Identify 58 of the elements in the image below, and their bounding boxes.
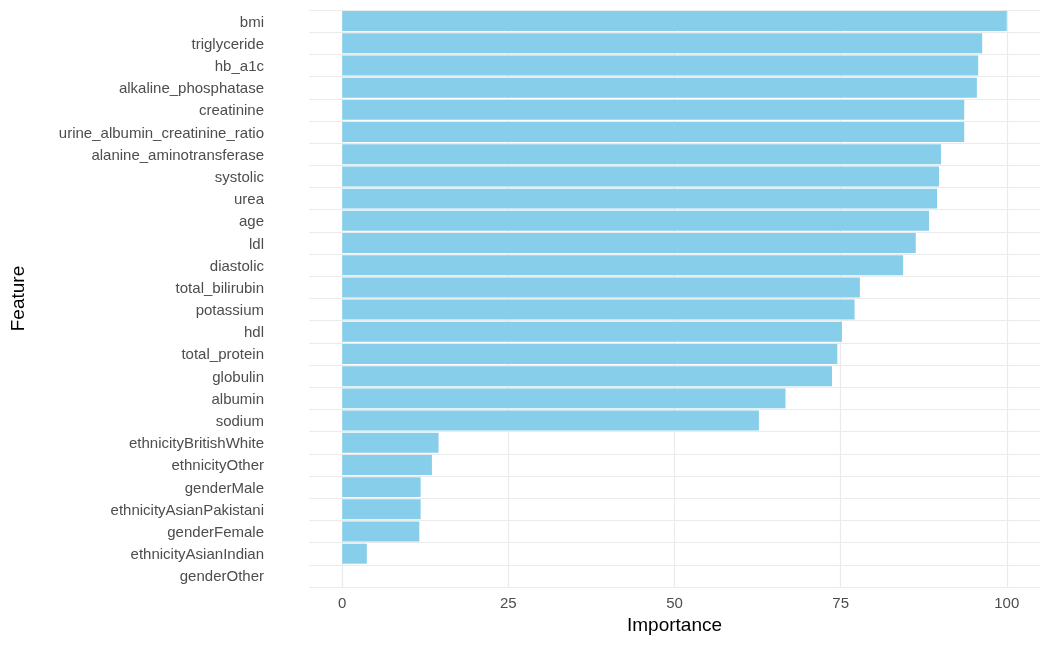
y-tick-label: age [238,212,264,230]
bar [342,410,759,431]
bar [342,144,941,165]
x-tick-label: 25 [500,594,517,611]
bar [342,255,904,276]
bar [342,277,860,298]
y-tick-label: alkaline_phosphatase [118,79,264,97]
bar [342,499,421,520]
bar [342,477,421,498]
bar [342,521,420,542]
y-tick-label: sodium [215,412,264,430]
bar [342,166,939,187]
bar [342,321,842,342]
bar [342,299,855,320]
y-tick-label: hdl [243,323,264,341]
bar [342,210,930,231]
y-tick-label: ldl [248,234,264,252]
bar [342,33,983,54]
bar [342,432,439,453]
bar [342,55,979,76]
y-tick-label: genderMale [184,478,264,496]
y-tick-label: globulin [212,367,264,385]
y-tick-label: total_protein [181,345,264,363]
bar [342,122,965,143]
x-axis-title: Importance [626,614,723,635]
y-tick-label: ethnicityOther [171,456,264,474]
y-tick-label: ethnicityAsianPakistani [110,500,264,518]
y-tick-label: albumin [211,389,264,407]
y-tick-label: ethnicityBritishWhite [128,434,264,452]
bar [342,388,786,409]
bar [342,343,838,364]
y-axis-title: Feature [7,265,28,332]
x-tick-label: 0 [338,594,347,611]
x-tick-label: 100 [994,594,1020,611]
bar [342,543,367,564]
y-tick-label: potassium [195,301,264,319]
y-tick-label: systolic [214,167,265,185]
y-tick-label: urine_albumin_creatinine_ratio [58,123,264,141]
y-tick-label: total_bilirubin [175,278,264,296]
y-tick-label: creatinine [198,101,264,119]
x-tick-label: 50 [666,594,683,611]
bar [342,366,832,387]
bar [342,233,916,254]
y-tick-label: diastolic [209,256,265,274]
bar [342,188,937,209]
y-tick-label: ethnicityAsianIndian [130,545,264,563]
bar [342,454,432,475]
y-tick-label: bmi [239,12,264,30]
y-tick-label: genderOther [179,567,264,585]
y-tick-label: alanine_aminotransferase [91,145,264,163]
bar [342,77,977,98]
y-tick-label: urea [233,190,265,208]
y-tick-label: genderFemale [167,523,264,541]
x-tick-label: 75 [832,594,849,611]
y-tick-label: hb_a1c [214,56,265,74]
bar [342,11,1007,32]
y-tick-label: triglyceride [191,34,264,52]
bar [342,99,965,120]
